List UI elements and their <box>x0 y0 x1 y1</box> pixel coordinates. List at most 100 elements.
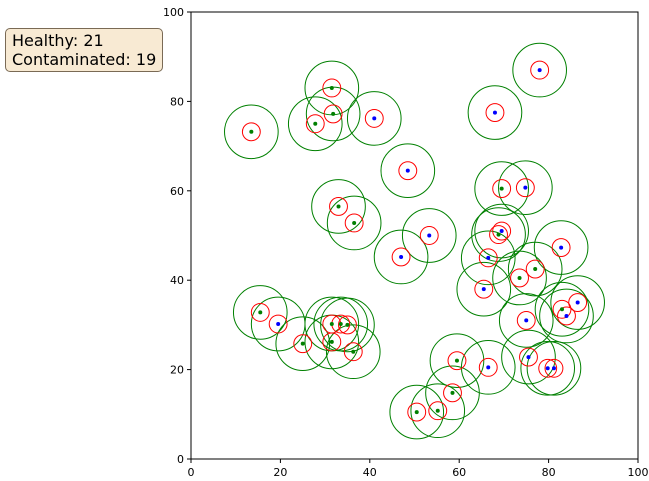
healthy-point <box>486 365 491 370</box>
inner-ring-circle <box>407 402 427 422</box>
contaminated-point <box>249 129 254 134</box>
contamination-zone-circle <box>425 365 480 421</box>
healthy-point <box>524 318 529 323</box>
contamination-zone-circle <box>389 384 445 440</box>
contaminated-count-label: Contaminated: 19 <box>12 50 157 69</box>
contamination-zone-circle <box>534 281 590 337</box>
contaminated-point <box>351 349 356 354</box>
healthy-point <box>427 233 432 238</box>
contaminated-point <box>300 341 305 346</box>
x-tick-label: 80 <box>542 466 556 479</box>
y-tick-label: 20 <box>170 364 184 377</box>
inner-ring-circle <box>544 358 564 378</box>
contaminated-point <box>414 410 419 415</box>
contamination-zone-circle <box>326 195 382 251</box>
axes-frame <box>190 11 639 460</box>
inner-ring-circle <box>516 310 536 330</box>
contamination-zone-circle <box>325 324 381 380</box>
contamination-zone-circle <box>429 333 485 388</box>
contaminated-point <box>352 220 357 225</box>
inner-rings-layer <box>241 60 588 422</box>
y-tick-label: 80 <box>170 95 184 108</box>
contamination-zone-circle <box>474 161 529 216</box>
inner-ring-circle <box>293 334 313 354</box>
healthy-point <box>405 168 410 173</box>
contaminated-point <box>331 111 336 116</box>
healthy-point <box>276 322 281 327</box>
inner-ring-circle <box>519 347 538 367</box>
contamination-zone-circle <box>401 208 457 263</box>
contamination-zone-circle <box>320 297 375 353</box>
inner-ring-circle <box>515 178 535 198</box>
contamination-zone-circle <box>520 340 576 396</box>
contamination-zone-circle <box>275 316 331 371</box>
healthy-point <box>564 313 569 318</box>
contaminated-point <box>329 322 334 327</box>
healthy-point <box>545 366 550 371</box>
contaminated-point <box>345 322 350 327</box>
status-counter-box: Healthy: 21 Contaminated: 19 <box>5 28 164 72</box>
contaminated-point <box>329 339 334 344</box>
contamination-zone-circle <box>373 229 429 285</box>
inner-ring-circle <box>338 315 357 335</box>
x-tick-label: 0 <box>188 466 195 479</box>
contaminated-point <box>517 275 522 280</box>
healthy-point <box>399 254 404 259</box>
healthy-point <box>372 116 377 121</box>
inner-ring-circle <box>443 383 462 403</box>
inner-ring-circle <box>568 293 588 312</box>
contamination-zone-circle <box>498 160 553 215</box>
inner-ring-circle <box>323 104 343 124</box>
inner-ring-circle <box>492 179 512 199</box>
inner-ring-circle <box>489 225 508 245</box>
inner-ring-circle <box>322 332 342 352</box>
inner-ring-circle <box>398 161 418 181</box>
inner-ring-circle <box>241 122 261 142</box>
contamination-zone-circle <box>507 241 563 297</box>
inner-ring-circle <box>364 108 384 128</box>
inner-ring-circle <box>250 302 270 322</box>
y-tick-label: 100 <box>163 6 184 19</box>
contaminated-point <box>336 204 341 209</box>
contamination-zone-circle <box>467 85 523 140</box>
inner-ring-circle <box>552 299 572 319</box>
contaminated-point <box>454 358 459 363</box>
inner-ring-circle <box>538 358 558 378</box>
inner-ring-circle <box>510 268 529 288</box>
healthy-point <box>492 110 497 115</box>
contaminated-point <box>560 307 565 312</box>
inner-ring-circle <box>329 197 348 216</box>
contamination-zone-circle <box>224 104 279 160</box>
inner-ring-circle <box>557 306 576 326</box>
contamination-zone-circle <box>380 143 436 199</box>
contaminated-point <box>496 232 501 237</box>
healthy-count-label: Healthy: 21 <box>12 31 104 50</box>
contaminated-point <box>313 121 318 126</box>
y-tick-label: 0 <box>177 453 184 466</box>
healthy-point <box>526 355 531 360</box>
inner-ring-circle <box>419 226 439 245</box>
contaminated-point <box>450 390 455 395</box>
inner-ring-circle <box>428 401 448 421</box>
x-tick-label: 60 <box>452 466 466 479</box>
inner-ring-circle <box>343 342 363 362</box>
points-layer <box>249 68 580 415</box>
contamination-zone-circle <box>539 288 594 344</box>
y-tick-label: 60 <box>170 185 184 198</box>
inner-ring-circle <box>344 213 364 233</box>
inner-ring-circle <box>551 238 571 258</box>
contamination-zone-circle <box>460 230 516 286</box>
contamination-zone-circle <box>526 340 582 396</box>
inner-ring-circle <box>485 103 505 123</box>
contaminated-point <box>329 85 334 90</box>
contaminated-point <box>435 408 440 413</box>
x-tick-label: 20 <box>273 466 287 479</box>
x-tick-label: 40 <box>363 466 377 479</box>
healthy-point <box>551 366 556 371</box>
contaminated-point <box>338 322 343 327</box>
healthy-point <box>481 287 486 292</box>
inner-ring-circle <box>447 351 467 371</box>
contamination-zone-circle <box>492 250 547 306</box>
contamination-zone-circle <box>232 285 288 340</box>
